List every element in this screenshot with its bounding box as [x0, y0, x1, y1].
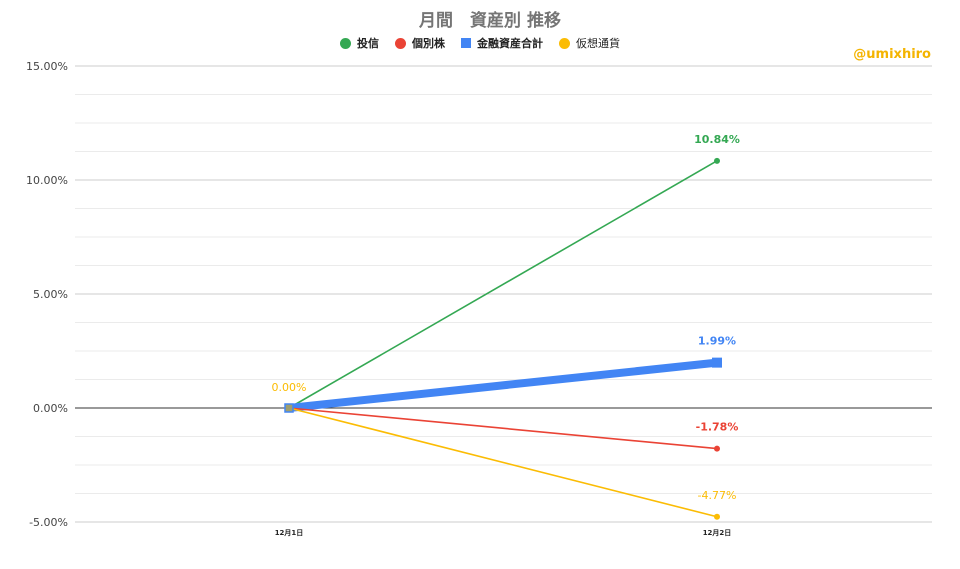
series-line	[288, 407, 718, 518]
chart-title: 月間 資産別 推移	[419, 11, 561, 31]
data-point	[714, 157, 720, 164]
series-line	[288, 407, 718, 450]
data-point	[284, 403, 294, 413]
data-point	[712, 357, 722, 368]
legend-item-kobetsu[interactable]: 個別株	[395, 35, 445, 51]
data-label: 1.99%	[698, 335, 736, 348]
legend-item-kinyu[interactable]: 金融資産合計	[461, 35, 543, 51]
y-tick-label: 5.00%	[33, 288, 68, 301]
legend-label: 仮想通貨	[576, 37, 620, 50]
data-point	[714, 513, 720, 520]
data-point	[714, 445, 720, 452]
series-line	[288, 358, 718, 412]
legend-circle-icon	[340, 37, 351, 49]
legend-circle-icon	[559, 37, 570, 49]
legend-circle-icon	[395, 37, 406, 49]
data-label: -1.78%	[696, 421, 739, 434]
y-tick-label: 10.00%	[26, 174, 68, 187]
y-tick-label: 15.00%	[26, 60, 68, 73]
y-tick-label: 0.00%	[33, 402, 68, 415]
legend-item-toushin[interactable]: 投信	[340, 35, 379, 51]
data-label: 10.84%	[694, 133, 740, 146]
legend-item-kaso[interactable]: 仮想通貨	[559, 35, 620, 51]
legend-square-icon	[461, 38, 471, 48]
legend: 投信 個別株 金融資産合計 仮想通貨	[0, 35, 960, 51]
legend-label: 投信	[357, 37, 379, 50]
x-tick-label: 12月1日	[275, 529, 304, 537]
legend-label: 金融資産合計	[477, 37, 543, 50]
data-label: 0.00%	[272, 381, 307, 394]
series-line	[288, 160, 718, 409]
legend-label: 個別株	[412, 37, 445, 50]
y-tick-label: -5.00%	[29, 516, 68, 529]
watermark: @umixhiro	[853, 47, 931, 62]
data-label: -4.77%	[698, 489, 737, 502]
x-tick-label: 12月2日	[703, 529, 732, 537]
